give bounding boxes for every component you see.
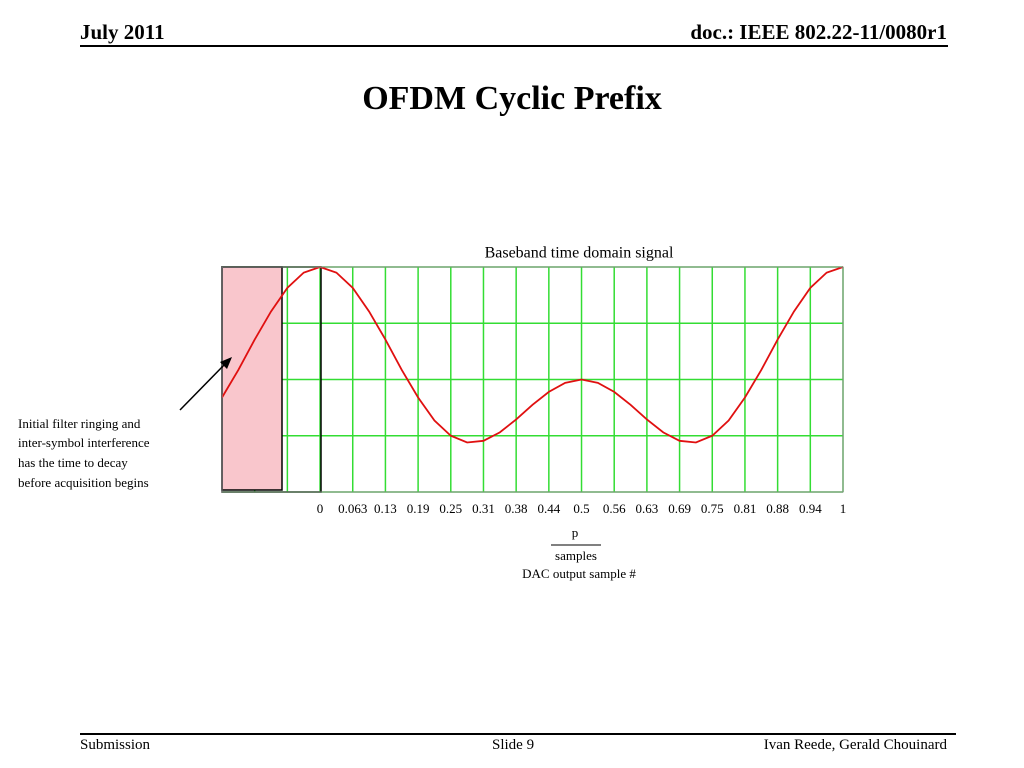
footer-center: Slide 9 bbox=[492, 737, 535, 753]
x-tick-label: 0 bbox=[317, 501, 324, 516]
x-tick-label: 0.25 bbox=[439, 501, 462, 516]
x-tick-label: 0.19 bbox=[407, 501, 430, 516]
footer-rule bbox=[80, 733, 956, 735]
annotation-line: inter-symbol interference bbox=[18, 435, 150, 450]
x-tick-label: 1 bbox=[840, 501, 847, 516]
x-tick-label: 0.38 bbox=[505, 501, 528, 516]
annotation-line: Initial filter ringing and bbox=[18, 416, 141, 431]
x-tick-label: 0.94 bbox=[799, 501, 822, 516]
header-rule bbox=[80, 45, 948, 47]
curve-layer bbox=[221, 266, 844, 444]
footer-left: Submission bbox=[80, 737, 151, 753]
arrow-head bbox=[220, 357, 232, 369]
x-tick-label: 0.13 bbox=[374, 501, 397, 516]
x-tick-label: 0.31 bbox=[472, 501, 495, 516]
plot-frame bbox=[221, 266, 844, 493]
x-tick-label: 0.75 bbox=[701, 501, 724, 516]
chart-title: Baseband time domain signal bbox=[485, 245, 674, 262]
x-label-denominator: samples bbox=[555, 548, 597, 563]
annotation-line: before acquisition begins bbox=[18, 475, 149, 490]
x-tick-label: 0.81 bbox=[734, 501, 757, 516]
x-tick-label: 0.44 bbox=[537, 501, 560, 516]
x-label-numerator: p bbox=[572, 525, 579, 540]
x-tick-label: 0.5 bbox=[573, 501, 589, 516]
plot-area bbox=[222, 266, 844, 493]
prefix-highlight bbox=[221, 266, 283, 491]
annotation-arrow bbox=[179, 362, 227, 411]
x-tick-label: 0.69 bbox=[668, 501, 691, 516]
x-tick-label: 0.88 bbox=[766, 501, 789, 516]
footer-right: Ivan Reede, Gerald Chouinard bbox=[763, 737, 947, 753]
header-date: July 2011 bbox=[80, 20, 165, 44]
header-doc: doc.: IEEE 802.22-11/0080r1 bbox=[690, 20, 947, 44]
signal-line bbox=[221, 266, 844, 444]
x-tick-label: 0.63 bbox=[636, 501, 659, 516]
annotation-line: has the time to decay bbox=[18, 455, 128, 470]
x-tick-label: 0.56 bbox=[603, 501, 626, 516]
x-tick-label: 0.063 bbox=[338, 501, 367, 516]
x-axis-label: DAC output sample # bbox=[522, 566, 636, 581]
slide-title: OFDM Cyclic Prefix bbox=[362, 80, 662, 117]
